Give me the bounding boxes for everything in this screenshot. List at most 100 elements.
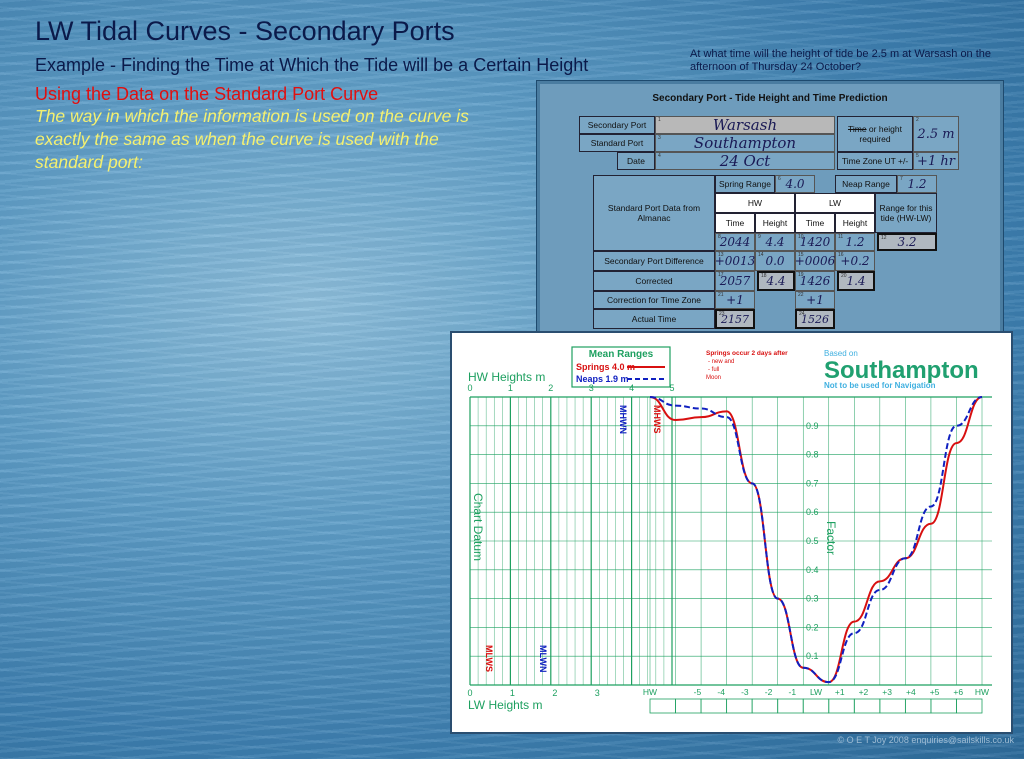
mlws-label: MLWS xyxy=(484,645,494,672)
standard-port-value[interactable]: Southampton 3 xyxy=(655,134,835,152)
tz-correction-label: Correction for Time Zone xyxy=(593,291,715,309)
time-strike-label: Time xyxy=(847,124,867,134)
timezone-value[interactable]: +1 hr 5 xyxy=(913,152,959,170)
hour-tick-label: -5 xyxy=(694,687,702,697)
hour-tick-label: +4 xyxy=(906,687,916,697)
tide-range-value[interactable]: 3.2 12 xyxy=(877,233,937,251)
corrected-hw-time[interactable]: 2057 17 xyxy=(715,271,755,291)
hour-tick-label: -2 xyxy=(765,687,773,697)
hw-height-ticks: 0 1 2 3 4 5 xyxy=(467,383,674,393)
cell-number: 12 xyxy=(881,235,887,241)
actual-lw-time[interactable]: 1526 24 xyxy=(795,309,835,329)
factor-tick-label: 0.5 xyxy=(806,536,819,546)
hw-tick-label: 4 xyxy=(629,383,634,393)
lw-height-ticks: 0 1 2 3 xyxy=(467,688,599,698)
hour-tick-label: +5 xyxy=(930,687,940,697)
actual-time-label: Actual Time xyxy=(593,309,715,329)
neap-range-value[interactable]: 1.2 7 xyxy=(897,175,937,193)
cell-number: 7 xyxy=(900,176,903,182)
cell-number: 15 xyxy=(798,252,804,258)
navigation-warning: Not to be used for Navigation xyxy=(824,381,936,390)
secondary-port-value[interactable]: Warsash 1 xyxy=(655,116,835,134)
chart-datum-label: Chart Datum xyxy=(471,493,485,561)
lw-time-header: Time xyxy=(795,213,835,233)
hour-box xyxy=(777,698,804,714)
date-label: Date xyxy=(617,152,655,170)
height-required-label: or height required xyxy=(859,124,903,144)
lw-tick-label: 3 xyxy=(595,688,600,698)
curve-series xyxy=(649,396,983,684)
std-hw-time[interactable]: 2044 8 xyxy=(715,233,755,251)
time-or-height-label: Time or height required xyxy=(837,116,913,152)
hour-box xyxy=(879,698,906,714)
springs-note-1: Springs occur 2 days after xyxy=(706,350,788,357)
form-title: Secondary Port - Tide Height and Time Pr… xyxy=(652,93,888,104)
spring-range-value[interactable]: 4.0 6 xyxy=(775,175,815,193)
cell-number: 22 xyxy=(798,292,804,298)
corrected-label: Corrected xyxy=(593,271,715,291)
port-name: Southampton xyxy=(824,357,979,384)
hw-heights-label: HW Heights m xyxy=(468,370,545,384)
cell-number: 10 xyxy=(798,234,804,240)
prediction-form: Secondary Port - Tide Height and Time Pr… xyxy=(536,80,1004,340)
hw-tick-label: 5 xyxy=(669,383,674,393)
page-title: LW Tidal Curves - Secondary Ports xyxy=(35,16,455,46)
mlwn-label: MLWN xyxy=(538,645,548,673)
corrected-lw-time[interactable]: 1426 19 xyxy=(795,271,835,291)
diff-hw-time[interactable]: +0013 13 xyxy=(715,251,755,271)
hour-box xyxy=(675,698,702,714)
cell-number: 11 xyxy=(838,234,844,240)
diff-lw-time[interactable]: +0006 15 xyxy=(795,251,835,271)
lw-height-header: Height xyxy=(835,213,875,233)
cell-number: 6 xyxy=(778,176,781,182)
hour-box xyxy=(828,698,855,714)
cell-number: 18 xyxy=(761,273,767,279)
lw-tick-label: 2 xyxy=(552,688,557,698)
hw-tick-label: 0 xyxy=(467,383,472,393)
tz-correction-lw[interactable]: +1 22 xyxy=(795,291,835,309)
hw-header: HW xyxy=(715,193,795,213)
hour-tick-label: +2 xyxy=(859,687,869,697)
legend-neaps-label: Neaps 1.9 m xyxy=(576,374,629,384)
date-value[interactable]: 24 Oct 4 xyxy=(655,152,835,170)
hour-tick-label: +3 xyxy=(882,687,892,697)
factor-tick-label: 0.8 xyxy=(806,450,819,460)
spring-range-label: Spring Range xyxy=(715,175,775,193)
std-lw-height[interactable]: 1.2 11 xyxy=(835,233,875,251)
series-line-neaps xyxy=(649,396,983,684)
hour-box xyxy=(751,698,779,714)
factor-tick-label: 0.2 xyxy=(806,622,819,632)
cell-number: 5 xyxy=(916,153,919,159)
springs-note-2: - new and xyxy=(708,359,734,365)
diff-lw-height[interactable]: +0.2 16 xyxy=(835,251,875,271)
question-text: At what time will the height of tide be … xyxy=(690,48,992,73)
std-hw-height[interactable]: 4.4 9 xyxy=(755,233,795,251)
cell-number: 21 xyxy=(718,292,724,298)
diff-hw-height[interactable]: 0.0 14 xyxy=(755,251,795,271)
std-lw-time[interactable]: 1420 10 xyxy=(795,233,835,251)
standard-port-label: Standard Port xyxy=(579,134,655,152)
mhwn-label: MHWN xyxy=(618,405,628,434)
factor-tick-label: 0.9 xyxy=(806,421,819,431)
hour-tick-label: -3 xyxy=(741,687,749,697)
cell-number: 20 xyxy=(841,273,847,279)
hour-tick-label: -4 xyxy=(717,687,725,697)
corrected-hw-height[interactable]: 4.4 18 xyxy=(757,271,795,291)
corrected-lw-height[interactable]: 1.4 20 xyxy=(837,271,875,291)
legend-springs-label: Springs 4.0 m xyxy=(576,362,635,372)
hour-tick-label: +1 xyxy=(835,687,845,697)
hw-tick-label: 2 xyxy=(548,383,553,393)
hw-tick-label: 1 xyxy=(508,383,513,393)
factor-tick-label: 0.3 xyxy=(806,594,819,604)
hour-tick-label: HW xyxy=(643,687,657,697)
actual-hw-time[interactable]: 2157 23 xyxy=(715,309,755,329)
tz-correction-hw[interactable]: +1 21 xyxy=(715,291,755,309)
timezone-label: Time Zone UT +/- xyxy=(837,152,913,170)
lw-header: LW xyxy=(795,193,875,213)
hour-box xyxy=(700,698,728,714)
springs-note-4: Moon xyxy=(706,375,721,381)
tidal-curve-svg: Mean Ranges Springs 4.0 m Neaps 1.9 m Sp… xyxy=(467,346,992,714)
cell-number: 2 xyxy=(916,117,919,123)
hour-tick-label: +6 xyxy=(953,687,963,697)
